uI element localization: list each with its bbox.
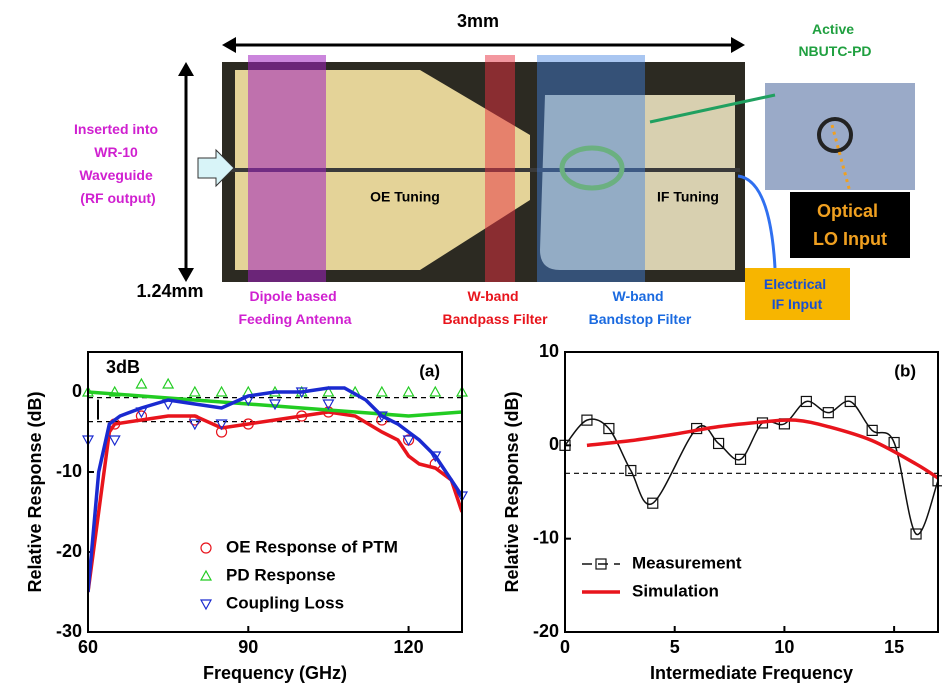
series-line xyxy=(587,420,938,478)
label-line: W-band xyxy=(468,288,519,304)
x-tick-label: 15 xyxy=(884,637,904,657)
panel-label: (a) xyxy=(419,361,440,380)
marker xyxy=(430,387,440,396)
panel-label: (b) xyxy=(894,361,916,380)
pd-photo xyxy=(765,83,915,190)
label-line: NBUTC-PD xyxy=(798,43,871,59)
marker xyxy=(377,387,387,396)
legend-label: Measurement xyxy=(632,553,742,572)
y-axis-label: Relative Response (dB) xyxy=(25,391,45,592)
x-tick-label: 10 xyxy=(774,637,794,657)
y-tick-label: 10 xyxy=(539,341,559,361)
marker xyxy=(404,387,414,396)
y-tick-label: -10 xyxy=(533,527,559,547)
width-label: 3mm xyxy=(457,11,499,31)
y-axis-label: Relative Response (dB) xyxy=(502,391,522,592)
label-line: WR-10 xyxy=(94,144,138,160)
x-axis-label: Intermediate Frequency xyxy=(650,663,853,683)
marker xyxy=(163,379,173,388)
x-tick-label: 60 xyxy=(78,637,98,657)
marker xyxy=(201,600,211,609)
bandstop-label: W-band Bandstop Filter xyxy=(589,288,692,327)
plot-frame xyxy=(565,352,938,632)
plot-frame xyxy=(88,352,462,632)
marker xyxy=(217,387,227,396)
label-line: Active xyxy=(812,21,854,37)
legend-label: Simulation xyxy=(632,581,719,600)
bandstop-highlight xyxy=(537,55,645,282)
marker xyxy=(201,571,211,580)
pd-label: Active NBUTC-PD xyxy=(798,21,871,59)
marker xyxy=(136,379,146,388)
waveguide-label: Inserted into WR-10 Waveguide (RF output… xyxy=(74,121,162,206)
oe-tuning-label: OE Tuning xyxy=(370,189,440,205)
label-line: (RF output) xyxy=(80,190,155,206)
series-line xyxy=(565,401,938,534)
annotation: 3dB xyxy=(106,357,140,377)
marker xyxy=(190,387,200,396)
figure: 3mm 1.24mm Inserted into WR-10 Waveguide… xyxy=(0,0,942,688)
label-line: Waveguide xyxy=(79,167,153,183)
label-line: W-band xyxy=(613,288,664,304)
antenna-highlight xyxy=(248,55,326,282)
legend-label: PD Response xyxy=(226,565,336,584)
label-line: Feeding Antenna xyxy=(238,311,351,327)
antenna-label: Dipole based Feeding Antenna xyxy=(238,288,351,327)
chip-diagram: 3mm 1.24mm Inserted into WR-10 Waveguide… xyxy=(74,11,915,327)
label-line: Electrical xyxy=(764,276,826,292)
if-tuning-label: IF Tuning xyxy=(657,189,719,205)
label-line: Inserted into xyxy=(74,121,158,137)
label-line: Bandpass Filter xyxy=(442,311,548,327)
legend-label: OE Response of PTM xyxy=(226,537,398,556)
label-line: Dipole based xyxy=(249,288,336,304)
x-tick-label: 0 xyxy=(560,637,570,657)
marker xyxy=(201,543,211,553)
label-line: Optical xyxy=(817,201,878,221)
label-line: Bandstop Filter xyxy=(589,311,692,327)
height-label: 1.24mm xyxy=(136,281,203,301)
y-tick-label: -10 xyxy=(56,461,82,481)
legend-label: Coupling Loss xyxy=(226,593,344,612)
x-tick-label: 90 xyxy=(238,637,258,657)
y-tick-label: 0 xyxy=(72,381,82,401)
y-tick-label: -20 xyxy=(533,621,559,641)
x-tick-label: 5 xyxy=(670,637,680,657)
y-tick-label: -20 xyxy=(56,541,82,561)
x-tick-label: 120 xyxy=(394,637,424,657)
bandpass-highlight xyxy=(485,55,515,282)
x-axis-label: Frequency (GHz) xyxy=(203,663,347,683)
label-line: IF Input xyxy=(772,296,823,312)
marker xyxy=(110,436,120,445)
y-tick-label: 0 xyxy=(549,434,559,454)
bandpass-label: W-band Bandpass Filter xyxy=(442,288,548,327)
label-line: LO Input xyxy=(813,229,887,249)
